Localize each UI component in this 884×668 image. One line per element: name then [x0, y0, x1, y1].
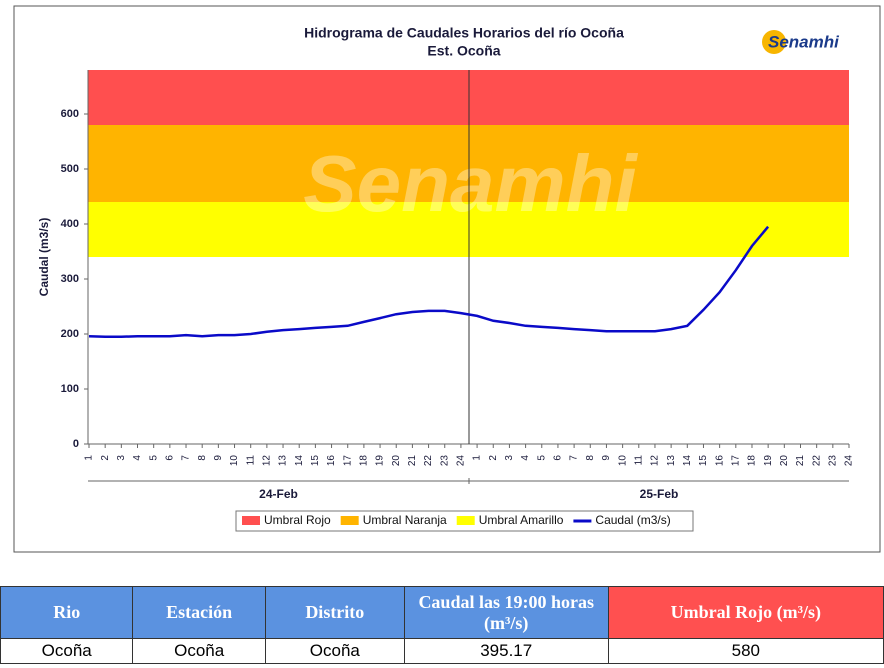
legend-swatch: [456, 516, 475, 525]
x-tick-label: 8: [197, 455, 208, 461]
x-tick-label: 22: [811, 455, 822, 467]
cell: Ocoña: [264, 638, 405, 664]
x-tick-label: 13: [666, 455, 677, 467]
x-tick-label: 14: [294, 455, 305, 467]
x-tick-label: 20: [779, 455, 790, 467]
cell: 580: [607, 638, 884, 664]
x-tick-label: 19: [763, 455, 774, 467]
x-tick-label: 11: [633, 455, 644, 466]
y-tick-label: 500: [61, 163, 79, 175]
x-tick-label: 24: [844, 455, 855, 467]
x-tick-label: 11: [245, 455, 256, 466]
group-label: 24-Feb: [259, 487, 298, 501]
y-tick-label: 300: [61, 273, 79, 285]
x-tick-label: 2: [100, 455, 111, 461]
x-tick-label: 7: [569, 455, 580, 461]
x-tick-label: 12: [650, 455, 661, 467]
x-tick-label: 2: [488, 455, 499, 461]
table: Rio Estación Distrito Caudal las 19:00 h…: [0, 586, 884, 664]
x-tick-label: 7: [181, 455, 192, 461]
legend-label: Umbral Naranja: [363, 513, 447, 527]
x-tick-label: 1: [84, 455, 95, 461]
header-cell: Umbral Rojo (m³/s): [607, 586, 884, 639]
x-tick-label: 3: [504, 455, 515, 461]
x-tick-label: 16: [714, 455, 725, 467]
chart-subtitle: Est. Ocoña: [427, 43, 500, 59]
x-tick-label: 3: [116, 455, 127, 461]
legend-label: Caudal (m3/s): [595, 513, 670, 527]
y-axis-label: Caudal (m3/s): [37, 218, 51, 297]
x-tick-label: 20: [391, 455, 402, 467]
x-tick-label: 23: [439, 455, 450, 467]
x-tick-label: 4: [132, 455, 143, 461]
cell: Ocoña: [0, 638, 134, 664]
legend-swatch: [242, 516, 260, 525]
chart: Hidrograma de Caudales Horarios del río …: [13, 5, 881, 553]
x-tick-label: 10: [617, 455, 628, 467]
y-tick-label: 100: [61, 383, 79, 395]
x-tick-label: 6: [164, 455, 175, 461]
header-cell: Distrito: [264, 586, 405, 639]
logo: Senamhi: [768, 32, 840, 51]
logo-sun: [762, 30, 786, 54]
x-tick-label: 19: [375, 455, 386, 467]
x-tick-label: 23: [827, 455, 838, 467]
x-tick-label: 24: [456, 455, 467, 467]
legend-swatch: [340, 516, 359, 525]
x-tick-label: 15: [310, 455, 321, 467]
x-tick-label: 13: [278, 455, 289, 467]
y-tick-label: 400: [61, 218, 79, 230]
x-tick-label: 5: [536, 455, 547, 461]
x-tick-label: 9: [213, 455, 224, 461]
x-tick-label: 17: [730, 455, 741, 467]
y-tick-label: 200: [61, 328, 79, 340]
cell: Ocoña: [132, 638, 266, 664]
x-tick-label: 1: [472, 455, 483, 461]
cell: 395.17: [403, 638, 609, 664]
header-cell: Caudal las 19:00 horas (m³/s): [403, 586, 609, 639]
x-tick-label: 4: [520, 455, 531, 461]
header-cell: Estación: [132, 586, 266, 639]
x-tick-label: 5: [148, 455, 159, 461]
x-tick-label: 8: [585, 455, 596, 461]
x-tick-label: 15: [698, 455, 709, 467]
y-tick-label: 600: [61, 108, 79, 120]
x-tick-label: 6: [553, 455, 564, 461]
x-tick-label: 18: [747, 455, 758, 467]
x-tick-label: 10: [229, 455, 240, 467]
y-tick-label: 0: [73, 438, 79, 450]
x-tick-label: 21: [795, 455, 806, 467]
chart-title: Hidrograma de Caudales Horarios del río …: [304, 25, 624, 41]
group-label: 25-Feb: [640, 487, 679, 501]
x-tick-label: 14: [682, 455, 693, 467]
legend-label: Umbral Amarillo: [479, 513, 564, 527]
watermark: Senamhi: [303, 139, 638, 228]
x-tick-label: 17: [342, 455, 353, 467]
x-tick-label: 18: [359, 455, 370, 467]
flow-line: [88, 225, 770, 339]
x-tick-label: 12: [262, 455, 273, 467]
x-tick-label: 16: [326, 455, 337, 467]
x-tick-label: 22: [423, 455, 434, 467]
legend-label: Umbral Rojo: [264, 513, 331, 527]
header-cell: Rio: [0, 586, 134, 639]
x-tick-label: 21: [407, 455, 418, 467]
x-tick-label: 9: [601, 455, 612, 461]
table-row: Ocoña Ocoña Ocoña 395.17 580: [0, 638, 884, 664]
table-header: Rio Estación Distrito Caudal las 19:00 h…: [0, 586, 884, 639]
